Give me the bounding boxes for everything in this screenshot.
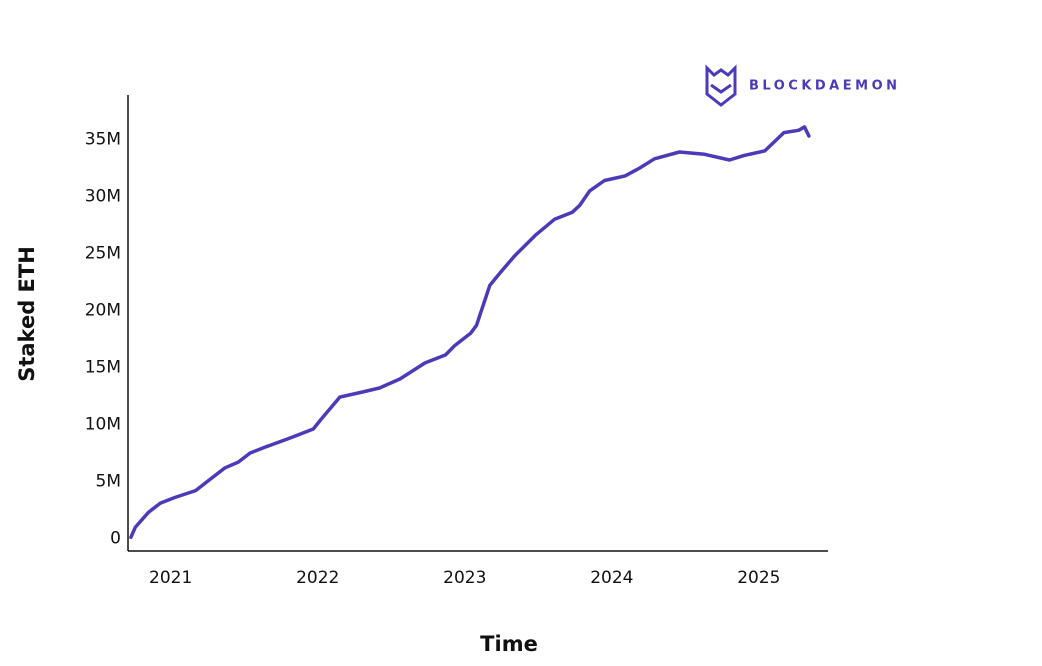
x-tick-label: 2025 <box>737 568 780 588</box>
x-tick-label: 2024 <box>590 568 633 588</box>
x-tick-label: 2021 <box>149 568 192 588</box>
x-tick-label: 2022 <box>296 568 339 588</box>
brand-name: BLOCKDAEMON <box>749 79 901 94</box>
y-tick-label: 20M <box>85 300 121 320</box>
line <box>129 125 811 540</box>
y-tick-label: 15M <box>85 357 121 377</box>
y-tick-label: 30M <box>85 186 121 206</box>
brand-icon <box>705 64 737 107</box>
y-axis-title: Staked ETH <box>15 246 39 382</box>
x-tick-label: 2023 <box>443 568 486 588</box>
y-tick-label: 0 <box>110 528 121 548</box>
brand-icon-detail <box>710 83 732 94</box>
y-tick-label: 35M <box>85 129 121 149</box>
x-axis-title: Time <box>480 632 538 656</box>
y-tick-label: 5M <box>96 471 121 491</box>
brand-logo <box>705 64 737 107</box>
y-tick-label: 10M <box>85 414 121 434</box>
y-tick-label: 25M <box>85 243 121 263</box>
